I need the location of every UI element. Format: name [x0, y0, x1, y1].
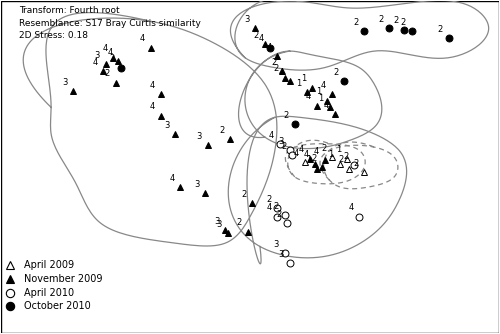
Text: 3: 3	[244, 15, 249, 24]
Text: 2: 2	[274, 202, 279, 211]
Text: November 2009: November 2009	[24, 274, 103, 284]
Text: 4: 4	[107, 48, 112, 57]
Text: 1: 1	[316, 88, 321, 97]
Text: 4: 4	[150, 81, 154, 90]
Text: 4: 4	[298, 145, 304, 154]
Text: 3: 3	[194, 180, 200, 189]
Text: 3: 3	[164, 121, 170, 130]
Text: 2: 2	[284, 111, 289, 120]
Text: 4: 4	[150, 102, 154, 111]
Text: 4: 4	[314, 147, 319, 156]
Text: 2: 2	[274, 64, 279, 73]
Text: 3: 3	[278, 137, 284, 146]
Text: 1: 1	[301, 74, 306, 83]
Text: 2: 2	[334, 67, 338, 76]
Text: 4: 4	[304, 150, 309, 159]
Text: 4: 4	[266, 203, 272, 212]
Text: 2: 2	[266, 195, 272, 204]
Text: 2: 2	[338, 155, 344, 164]
Text: 2: 2	[281, 142, 286, 151]
Text: 4: 4	[140, 34, 144, 43]
Text: 4: 4	[306, 93, 312, 102]
Text: 3: 3	[94, 51, 100, 60]
Text: 3: 3	[274, 240, 279, 249]
Text: 2: 2	[393, 16, 398, 25]
Text: 2: 2	[219, 126, 224, 135]
Text: April 2009: April 2009	[24, 260, 74, 270]
Text: 3: 3	[62, 77, 68, 87]
Text: 2: 2	[354, 159, 358, 168]
Text: 4: 4	[259, 34, 264, 43]
Text: 1: 1	[306, 155, 312, 164]
Text: 2: 2	[271, 58, 276, 67]
Text: 3: 3	[214, 217, 220, 226]
Text: 3: 3	[216, 220, 222, 229]
Text: 1: 1	[328, 150, 334, 159]
Text: 4: 4	[170, 174, 174, 183]
Text: 2: 2	[311, 154, 316, 163]
Text: 2: 2	[344, 152, 348, 161]
Text: 4: 4	[294, 149, 299, 158]
Text: 4: 4	[266, 43, 272, 52]
Text: 4: 4	[102, 44, 108, 53]
Text: 3: 3	[278, 250, 284, 259]
Text: 4: 4	[324, 101, 328, 110]
Text: 2: 2	[321, 144, 326, 153]
Text: 2: 2	[110, 54, 115, 63]
Text: 2: 2	[254, 31, 259, 40]
Text: 2: 2	[438, 24, 443, 33]
Text: 4: 4	[348, 203, 354, 212]
Text: 4: 4	[278, 67, 284, 76]
Text: 1: 1	[296, 79, 302, 88]
Text: 2: 2	[236, 218, 242, 227]
Text: October 2010: October 2010	[24, 302, 91, 311]
Text: 2: 2	[276, 210, 281, 219]
Text: 2: 2	[400, 18, 406, 27]
Text: 2: 2	[354, 18, 358, 27]
Text: 1: 1	[336, 145, 341, 154]
Text: Transform: Fourth root
Resemblance: S17 Bray Curtis similarity
2D Stress: 0.18: Transform: Fourth root Resemblance: S17 …	[19, 6, 201, 40]
Text: 4: 4	[92, 58, 98, 67]
Text: 4: 4	[269, 131, 274, 140]
Text: 3: 3	[196, 132, 202, 141]
Text: 2: 2	[242, 190, 246, 199]
Text: 2: 2	[378, 15, 384, 24]
Text: 4: 4	[321, 81, 326, 90]
Text: 1: 1	[318, 94, 324, 103]
Text: 2: 2	[104, 69, 110, 78]
Text: April 2010: April 2010	[24, 288, 74, 298]
